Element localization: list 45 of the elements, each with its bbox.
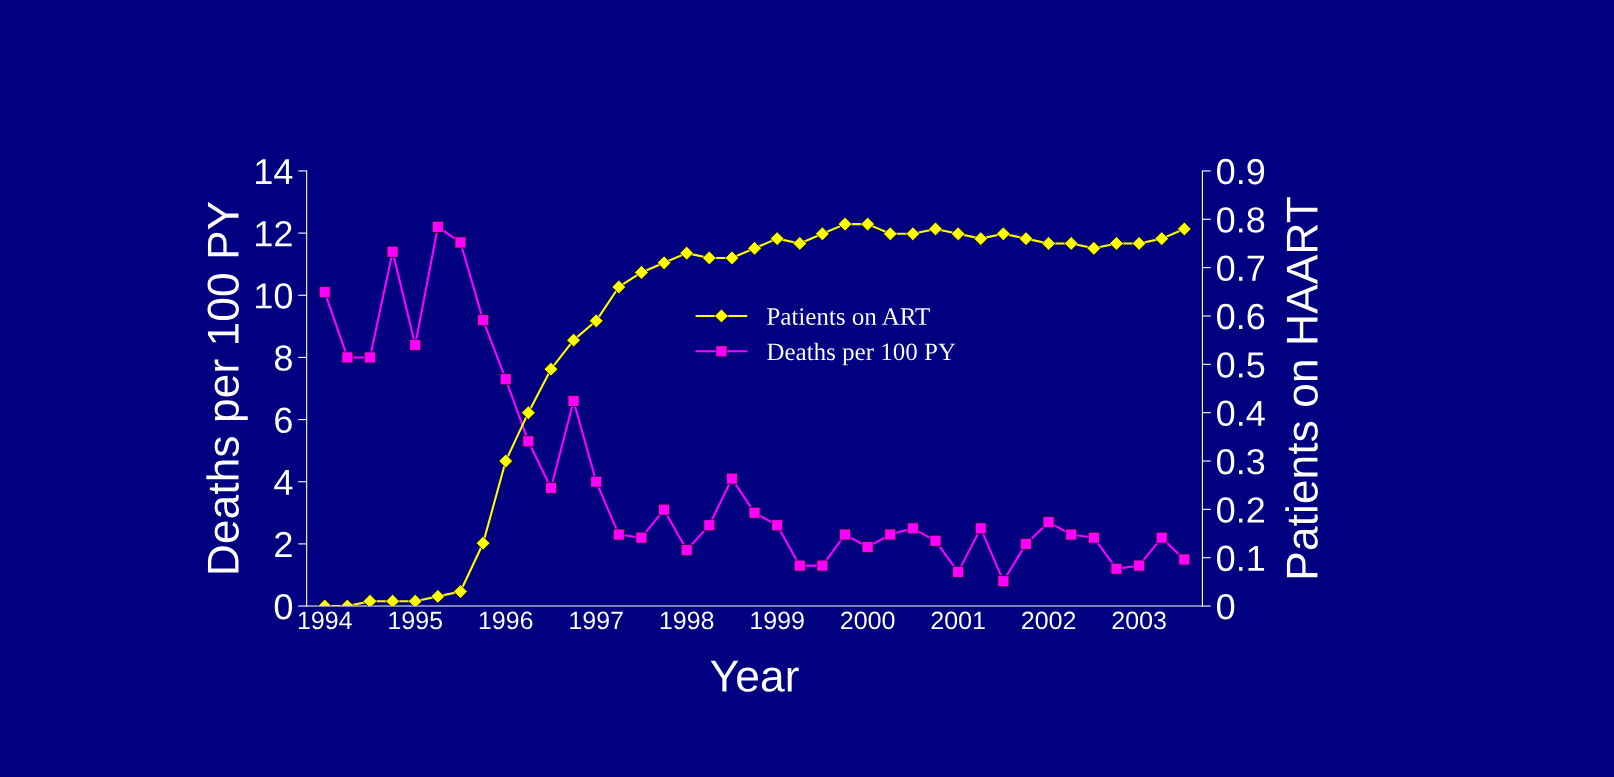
point <box>860 216 875 232</box>
y-axis-title: Deaths per 100 PY <box>206 201 248 573</box>
y2-tick-label: 0.2 <box>1217 497 1265 523</box>
y2-tick-label: 0.5 <box>1217 352 1265 378</box>
y2-tick-label: 0.7 <box>1217 255 1265 282</box>
x-tick-label: 2003 <box>1112 611 1166 630</box>
x-tick-label: 1995 <box>389 611 442 630</box>
x-axis-title: Year <box>710 660 799 692</box>
y2-tick-label: 0.4 <box>1217 400 1265 427</box>
x-tick-label: 2001 <box>931 611 985 630</box>
legend-label: Deaths per 100 PY <box>767 342 956 366</box>
y-tick-label: 8 <box>274 345 292 371</box>
y2-tick-label: 0.1 <box>1217 545 1265 572</box>
point <box>498 453 513 469</box>
y-tick-label: 0 <box>274 593 293 620</box>
x-tick-label: 1999 <box>751 611 804 630</box>
point <box>861 541 874 553</box>
x-tick-label: 2002 <box>1022 611 1076 630</box>
y2-tick-label: 0.8 <box>1217 207 1265 233</box>
point <box>385 594 400 607</box>
x-tick-label: 1997 <box>570 611 623 630</box>
point <box>1064 236 1079 251</box>
y-tick-label: 14 <box>256 159 293 185</box>
point <box>611 279 627 295</box>
point <box>747 241 762 256</box>
x-tick-label: 1996 <box>479 611 533 630</box>
y-tick-label: 12 <box>256 220 292 247</box>
point <box>430 589 446 604</box>
y2-axis-title: Patients on HAART <box>1285 197 1318 578</box>
point <box>364 351 376 364</box>
y2-tick-label: 0.9 <box>1217 158 1265 185</box>
y-tick-label: 2 <box>275 531 292 557</box>
x-tick-label: 1998 <box>660 611 714 630</box>
y2-tick-label: 0.3 <box>1217 448 1265 475</box>
point <box>545 482 557 494</box>
point <box>362 594 378 607</box>
legend-label: Patients on ART <box>767 308 930 325</box>
point <box>1086 241 1102 256</box>
y-tick-label: 10 <box>256 283 293 309</box>
y2-tick-label: 0.6 <box>1217 303 1265 330</box>
y-tick-label: 6 <box>275 407 292 434</box>
y-tick-label: 4 <box>274 469 293 495</box>
x-tick-label: 1994 <box>298 611 352 630</box>
x-tick-label: 2000 <box>841 611 895 630</box>
y2-tick-label: 0 <box>1217 593 1235 620</box>
